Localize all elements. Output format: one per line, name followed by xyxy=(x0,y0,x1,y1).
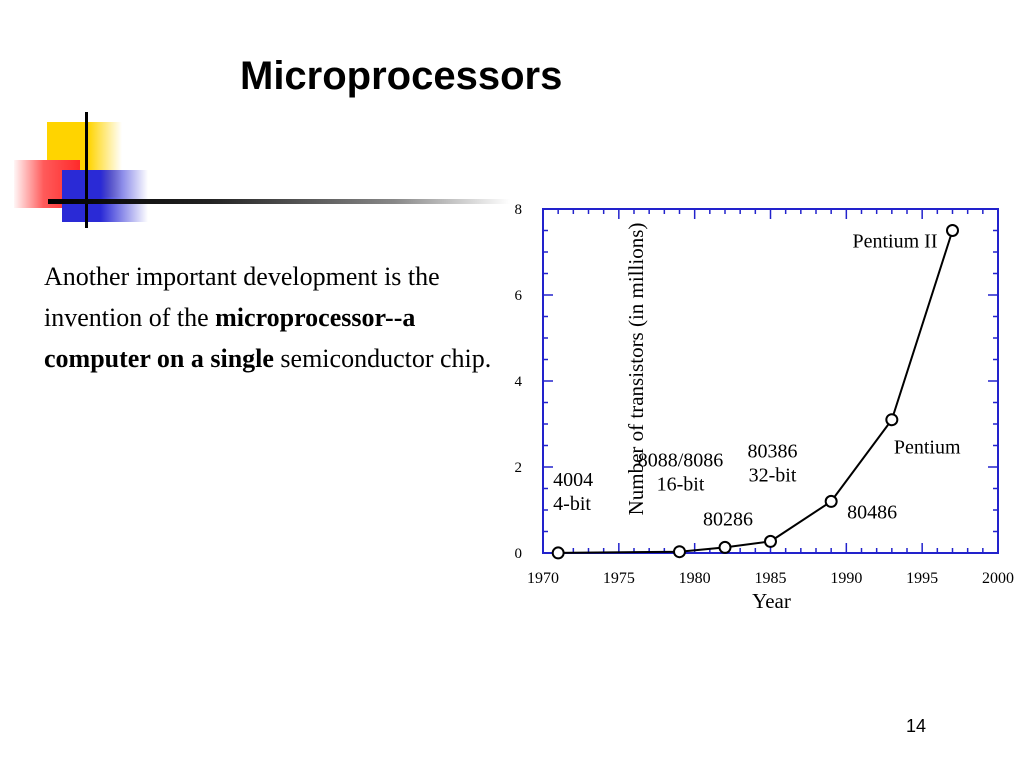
y-tick-label: 6 xyxy=(515,288,523,304)
slide-title: Microprocessors xyxy=(240,54,563,98)
page-number: 14 xyxy=(906,716,927,736)
x-tick-label: 1985 xyxy=(755,570,787,587)
data-point xyxy=(885,413,899,427)
x-axis-label: Year xyxy=(752,589,791,613)
data-label: Pentium II xyxy=(853,231,938,253)
decor-blue-square xyxy=(62,170,148,222)
y-tick-label: 0 xyxy=(515,546,523,562)
decor-horizontal-rule xyxy=(48,199,510,204)
data-point xyxy=(764,534,777,548)
y-axis-label: Number of transistors (in millions) xyxy=(624,223,648,516)
x-tick-label: 1995 xyxy=(906,570,938,587)
x-tick-label: 1990 xyxy=(830,570,862,587)
slide-body-text: Another important development is the inv… xyxy=(44,256,514,379)
x-tick-label: 1980 xyxy=(679,570,711,587)
x-tick-label: 1975 xyxy=(603,570,635,587)
data-label: 80486 xyxy=(847,501,897,523)
data-label: 8088/8086 xyxy=(638,450,724,472)
decor-vertical-line xyxy=(85,112,88,228)
data-point xyxy=(946,224,959,237)
data-label: 16-bit xyxy=(657,474,705,496)
data-label: 80286 xyxy=(703,508,753,530)
data-label: 32-bit xyxy=(749,464,797,486)
plot-frame xyxy=(542,208,999,554)
body-text-bold: microprocessor--a computer on a single xyxy=(44,303,416,373)
data-point xyxy=(718,540,732,554)
data-point xyxy=(551,546,565,560)
y-tick-label: 2 xyxy=(515,460,523,476)
body-text-part-2: semiconductor chip. xyxy=(273,344,492,373)
data-point xyxy=(824,494,838,508)
data-label: 80386 xyxy=(748,440,798,462)
data-label: 4004 xyxy=(553,469,593,491)
data-label: Pentium xyxy=(894,437,961,459)
x-tick-label: 1970 xyxy=(527,570,559,587)
y-tick-label: 4 xyxy=(515,374,523,390)
y-tick-label: 8 xyxy=(515,202,523,218)
x-tick-label: 2000 xyxy=(982,570,1014,587)
data-label: 4-bit xyxy=(553,493,591,515)
body-text-part-1: Another important development is the inv… xyxy=(44,262,440,332)
data-point xyxy=(673,545,686,559)
